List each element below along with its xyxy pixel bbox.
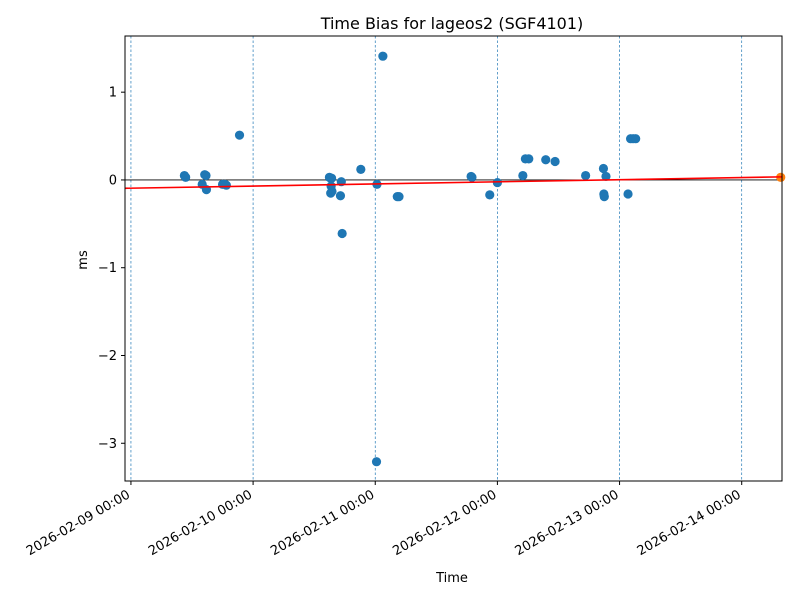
data-point-s0-37: [599, 192, 609, 202]
y-axis-ticks: 1 0 −1 −2 −3: [98, 86, 125, 452]
data-point-s0-24: [394, 192, 404, 202]
plot-area: [124, 35, 786, 482]
data-point-s0-16: [335, 191, 346, 201]
data-point-s0-39: [623, 189, 633, 199]
y-tick-label-3: −2: [98, 349, 117, 364]
data-point-s0-4: [201, 170, 211, 181]
data-point-s0-21: [371, 457, 382, 467]
data-point-s0-33: [550, 156, 560, 167]
data-point-s0-15: [327, 186, 337, 196]
y-tick-label-1: 0: [109, 173, 117, 188]
data-point-s0-9: [234, 130, 245, 140]
data-point-s0-32: [541, 155, 551, 165]
y-tick-label-4: −3: [98, 437, 117, 452]
data-point-s0-1: [181, 172, 191, 182]
data-point-s0-31: [524, 154, 534, 164]
plot-frame: [124, 35, 783, 482]
data-point-s0-35: [598, 163, 609, 174]
data-point-s0-12: [326, 173, 337, 183]
vertical-grid-lines: [130, 36, 743, 481]
data-point-s0-34: [581, 170, 591, 181]
y-tick-label-2: −1: [98, 261, 117, 276]
trend-line: [124, 176, 783, 190]
data-point-s0-38: [601, 171, 611, 182]
data-point-s0-27: [485, 190, 495, 200]
x-axis-label: Time: [435, 571, 468, 586]
data-point-s0-42: [631, 134, 641, 144]
y-tick-label-0: 1: [109, 86, 117, 101]
y-axis-label: ms: [76, 250, 91, 270]
chart-title: Time Bias for lageos2 (SGF4101): [320, 14, 584, 33]
data-point-s0-8: [221, 180, 231, 190]
plot-background: [125, 36, 782, 481]
data-point-s0-26: [467, 172, 477, 182]
data-point-s0-19: [356, 164, 366, 175]
data-point-s0-29: [518, 170, 528, 181]
data-point-s0-18: [337, 228, 347, 239]
data-point-s0-22: [378, 51, 388, 61]
